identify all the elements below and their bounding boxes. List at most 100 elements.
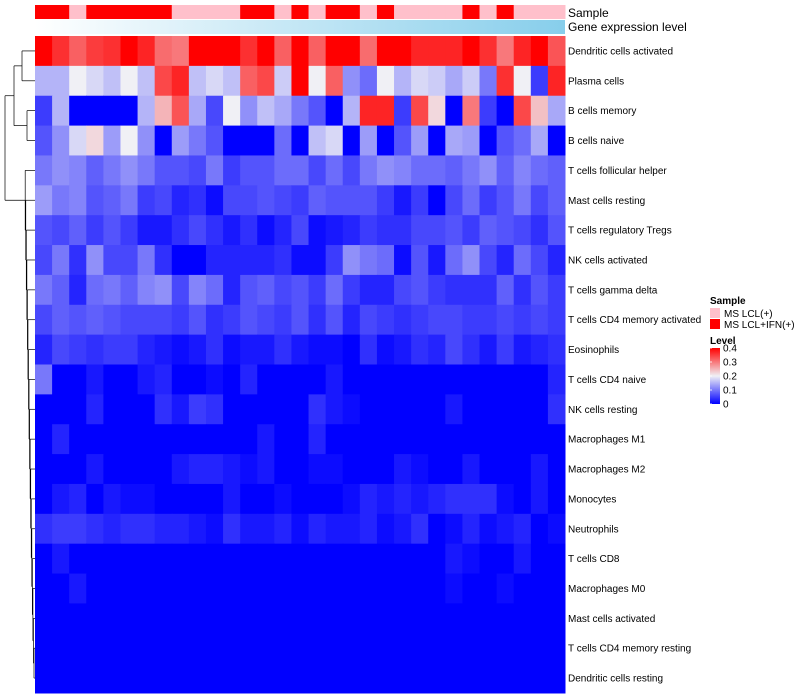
heatmap-cell: [257, 573, 275, 604]
heatmap-cell: [445, 245, 463, 276]
heatmap-cell: [342, 633, 361, 664]
heatmap-cell: [325, 36, 344, 67]
heatmap-cell: [359, 364, 378, 395]
heatmap-cell: [171, 573, 190, 604]
heatmap-cell: [171, 65, 190, 97]
heatmap-cell: [52, 364, 70, 395]
heatmap-cell: [188, 364, 207, 395]
heatmap-cell: [103, 543, 121, 575]
heatmap-cell: [513, 65, 532, 97]
sample-annotation-cell: [274, 5, 292, 19]
heatmap-cell: [35, 513, 53, 545]
heatmap-cell: [325, 483, 344, 515]
heatmap-cell: [462, 95, 481, 127]
heatmap-cell: [257, 513, 275, 545]
heatmap-cell: [205, 513, 224, 545]
heatmap-cell: [462, 65, 481, 97]
heatmap-cell: [69, 95, 87, 127]
heatmap-cell: [342, 543, 361, 575]
sample-annotation-cell: [547, 5, 566, 19]
heatmap-cell: [69, 245, 87, 276]
heatmap-cell: [530, 633, 549, 664]
row-label-macrophages-m0: Macrophages M0: [568, 584, 646, 595]
heatmap-cell: [376, 633, 395, 664]
heatmap-cell: [103, 424, 121, 455]
heatmap-cell: [240, 603, 258, 634]
heatmap-cell: [257, 424, 275, 455]
heatmap-cell: [547, 394, 566, 425]
heatmap-cell: [376, 394, 395, 425]
heatmap-cell: [257, 65, 275, 97]
heatmap-cell: [52, 95, 70, 127]
heatmap-cell: [359, 245, 378, 276]
heatmap-cell: [154, 36, 173, 67]
heatmap-cell: [240, 274, 258, 306]
heatmap-cell: [205, 304, 224, 336]
heatmap-cell: [513, 394, 532, 425]
heatmap-cell: [325, 573, 344, 604]
row-label-nk-cells-activated: NK cells activated: [568, 255, 647, 266]
heatmap-cell: [428, 304, 446, 336]
heatmap-cell: [35, 573, 53, 604]
heatmap-cell: [376, 573, 395, 604]
heatmap-cell: [359, 424, 378, 455]
heatmap-cell: [240, 543, 258, 575]
heatmap-cell: [359, 65, 378, 97]
heatmap-cell: [513, 633, 532, 664]
heatmap-cell: [257, 334, 275, 365]
heatmap-cell: [394, 573, 412, 604]
heatmap-cell: [52, 245, 70, 276]
heatmap-cell: [86, 95, 104, 127]
heatmap-cell: [394, 603, 412, 634]
heatmap-cell: [154, 633, 173, 664]
sample-annotation-cell: [257, 5, 275, 19]
heatmap-cell: [274, 95, 292, 127]
heatmap-cell: [291, 573, 310, 604]
heatmap-cell: [496, 633, 515, 664]
heatmap-cell: [411, 424, 429, 455]
heatmap-cell: [171, 513, 190, 545]
heatmap-cell: [411, 95, 429, 127]
heatmap-cell: [394, 185, 412, 216]
heatmap-cell: [342, 155, 361, 186]
heatmap-cell: [530, 304, 549, 336]
heatmap-cell: [462, 513, 481, 545]
heatmap-cell: [308, 364, 327, 395]
heatmap-cell: [411, 633, 429, 664]
heatmap-cell: [376, 424, 395, 455]
sample-annotation-cell: [394, 5, 412, 19]
heatmap-cell: [103, 663, 121, 694]
heatmap-cell: [445, 573, 463, 604]
heatmap-cell: [547, 334, 566, 365]
heatmap-cell: [496, 424, 515, 455]
heatmap-cell: [547, 424, 566, 455]
heatmap-cell: [103, 334, 121, 365]
heatmap-cell: [154, 65, 173, 97]
heatmap-cell: [428, 36, 446, 67]
heatmap-cell: [188, 543, 207, 575]
heatmap-cell: [411, 215, 429, 246]
heatmap-cell: [496, 334, 515, 365]
heatmap-cell: [137, 543, 156, 575]
heatmap-cell: [205, 454, 224, 485]
heatmap-cell: [274, 483, 292, 515]
heatmap-cell: [291, 274, 310, 306]
heatmap-cell: [530, 364, 549, 395]
heatmap-cell: [359, 155, 378, 186]
heatmap-cell: [308, 36, 327, 67]
heatmap-cell: [103, 185, 121, 216]
heatmap-cell: [120, 215, 139, 246]
heatmap-cell: [240, 663, 258, 694]
heatmap-cell: [205, 573, 224, 604]
heatmap-cell: [394, 125, 412, 156]
heatmap-cell: [325, 543, 344, 575]
heatmap-cell: [547, 185, 566, 216]
sample-annotation-cell: [171, 5, 190, 19]
heatmap-cell: [308, 543, 327, 575]
heatmap-cell: [513, 424, 532, 455]
heatmap-cell: [69, 394, 87, 425]
heatmap-cell: [205, 65, 224, 97]
heatmap-cell: [154, 95, 173, 127]
heatmap-cell: [69, 364, 87, 395]
gene-expression-annotation-bar: [35, 20, 565, 34]
